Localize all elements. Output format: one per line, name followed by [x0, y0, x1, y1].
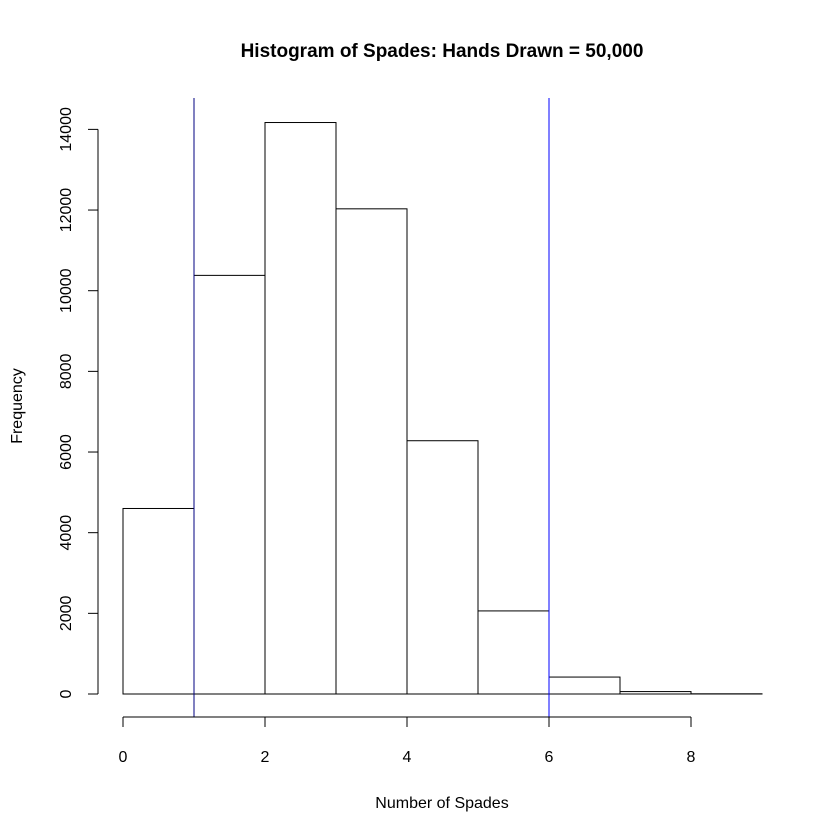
bar-3-4 [335, 208, 408, 695]
bars-group [122, 122, 763, 695]
y-tick-label-2000: 2000 [58, 595, 75, 631]
reference-lines-group [193, 98, 550, 717]
y-tick-label-6000: 6000 [58, 434, 75, 470]
y-tick-label-14000: 14000 [58, 107, 75, 152]
bar-6-7 [548, 676, 621, 695]
chart-title: Histogram of Spades: Hands Drawn = 50,00… [241, 41, 644, 62]
x-axis: 0 2 4 6 8 [119, 716, 696, 766]
bar-4-5 [406, 440, 479, 695]
x-tick-label-4: 4 [403, 749, 412, 766]
x-tick-label-2: 2 [261, 749, 270, 766]
x-axis-label: Number of Spades [375, 795, 508, 812]
y-tick-label-0: 0 [58, 689, 75, 698]
y-tick-label-12000: 12000 [58, 188, 75, 233]
x-tick-label-6: 6 [545, 749, 554, 766]
y-tick-label-8000: 8000 [58, 353, 75, 389]
bar-5-6 [477, 610, 550, 695]
y-axis: 0 2000 4000 6000 8000 10000 12000 14000 [58, 107, 99, 698]
x-tick-label-0: 0 [119, 749, 128, 766]
y-axis-label: Frequency [9, 368, 26, 444]
bar-2-3 [264, 122, 337, 695]
x-tick-label-8: 8 [687, 749, 696, 766]
y-tick-label-4000: 4000 [58, 515, 75, 551]
y-tick-label-10000: 10000 [58, 268, 75, 313]
bar-1-2 [193, 274, 266, 695]
bar-0-1 [122, 507, 195, 695]
bar-7-8 [619, 691, 692, 695]
